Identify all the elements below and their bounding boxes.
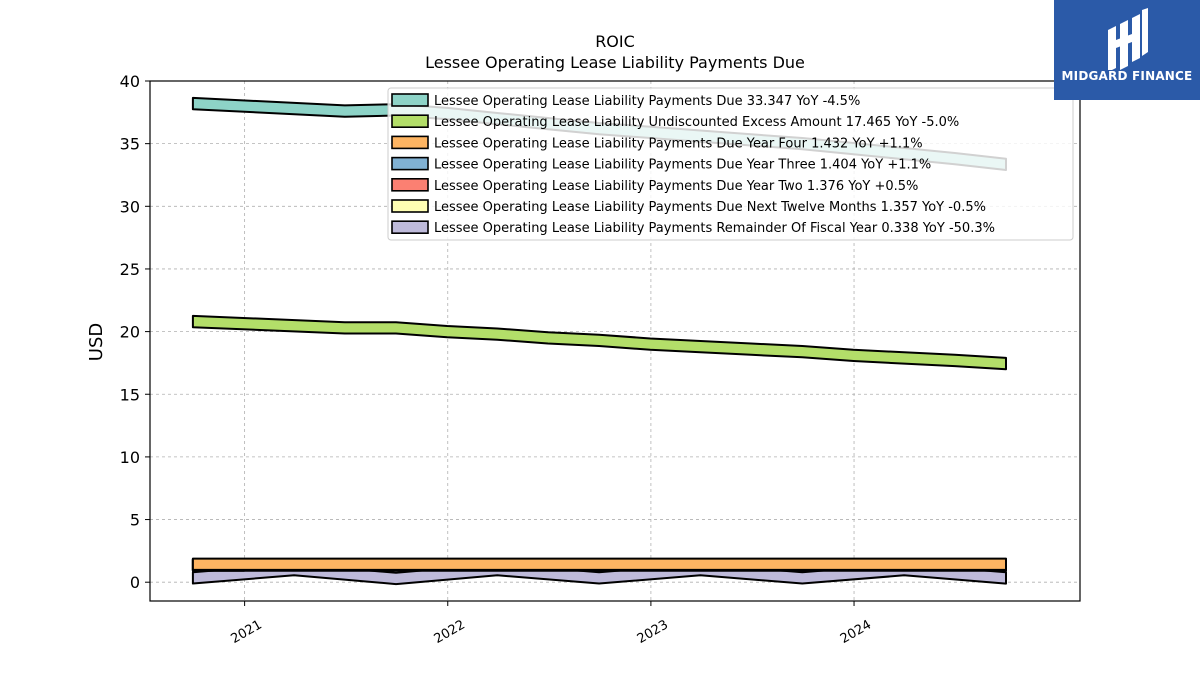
y-tick-label: 10 bbox=[120, 448, 140, 467]
y-tick-label: 30 bbox=[120, 197, 140, 216]
axes-frame bbox=[149, 80, 1081, 602]
legend-entry: Lessee Operating Lease Liability Payment… bbox=[434, 221, 995, 236]
series-band bbox=[191, 557, 1007, 571]
chart-title: ROIC bbox=[595, 32, 635, 51]
chart-subtitle: Lessee Operating Lease Liability Payment… bbox=[425, 53, 805, 72]
legend-entry: Lessee Operating Lease Liability Payment… bbox=[434, 200, 986, 215]
legend-swatch bbox=[391, 156, 429, 171]
y-tick-label: 35 bbox=[120, 135, 140, 154]
x-tick-label: 2023 bbox=[635, 617, 671, 647]
legend-swatch bbox=[391, 178, 429, 192]
y-tick-label: 15 bbox=[120, 385, 140, 404]
legend: Lessee Operating Lease Liability Payment… bbox=[387, 87, 1074, 241]
y-axis-label: USD bbox=[86, 323, 107, 361]
legend-swatch bbox=[391, 199, 429, 213]
legend-entry: Lessee Operating Lease Liability Payment… bbox=[434, 179, 918, 194]
y-tick-label: 0 bbox=[130, 573, 140, 592]
y-tick-label: 20 bbox=[120, 323, 140, 342]
legend-entry: Lessee Operating Lease Liability Undisco… bbox=[434, 115, 959, 130]
legend-entry: Lessee Operating Lease Liability Payment… bbox=[434, 158, 931, 173]
legend-entry: Lessee Operating Lease Liability Payment… bbox=[434, 136, 923, 151]
y-tick-label: 40 bbox=[120, 72, 140, 91]
x-tick-label: 2021 bbox=[228, 617, 264, 647]
legend-swatch bbox=[391, 93, 429, 107]
axes: 0 5 10 15 20 25 30 35 40 2021 2022 2023 2024 bbox=[120, 72, 1081, 647]
logo-mark-icon bbox=[1108, 8, 1148, 70]
series-band bbox=[191, 314, 1007, 371]
legend-box bbox=[387, 87, 1074, 241]
x-tick-label: 2024 bbox=[838, 617, 874, 647]
legend-entry: Lessee Operating Lease Liability Payment… bbox=[434, 94, 860, 109]
midgard-finance-logo: MIDGARD FINANCE bbox=[1054, 0, 1200, 100]
y-tick-label: 25 bbox=[120, 260, 140, 279]
y-tick-label: 5 bbox=[130, 511, 140, 530]
logo-text: MIDGARD FINANCE bbox=[1061, 69, 1193, 83]
x-tick-label: 2022 bbox=[432, 617, 468, 647]
legend-swatch bbox=[391, 220, 429, 234]
legend-swatch bbox=[391, 135, 429, 150]
legend-swatch bbox=[391, 114, 429, 128]
